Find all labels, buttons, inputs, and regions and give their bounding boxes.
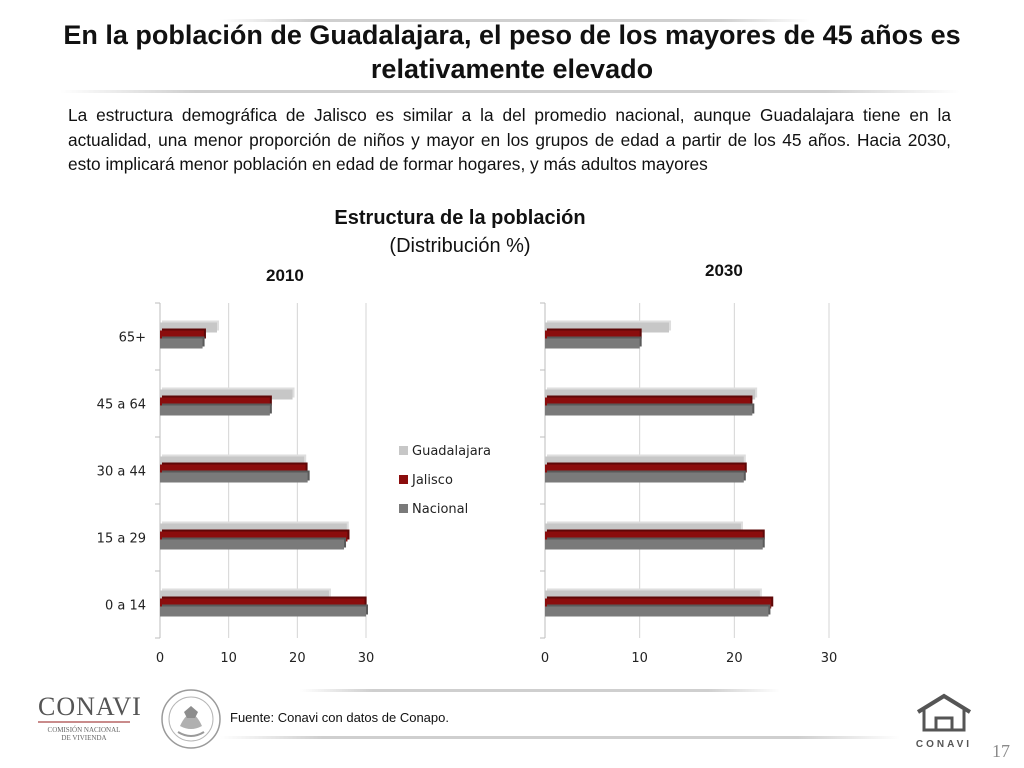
category-label: 30 a 44 bbox=[97, 465, 146, 480]
title-underline bbox=[60, 90, 960, 93]
chart-2030-bar-guadalajara bbox=[545, 590, 760, 601]
chart-2030-bar-nacional bbox=[545, 405, 753, 416]
chart-2030-bar-jalisco bbox=[545, 531, 763, 542]
chart-2030-bar-jalisco bbox=[545, 598, 772, 609]
chart-2030-bar-guadalajara bbox=[545, 523, 741, 534]
house-icon bbox=[916, 693, 972, 732]
chart-2030-bar-jalisco bbox=[545, 464, 745, 475]
chart-2030-bar-jalisco bbox=[545, 330, 640, 341]
chart-2030-x-tick-label: 0 bbox=[541, 651, 549, 666]
conavi-house-logo: CONAVI bbox=[908, 690, 980, 750]
chart-2010-x-tick-label: 30 bbox=[358, 651, 375, 666]
chart-2010-bar-guadalajara bbox=[160, 523, 347, 534]
chart-2010-bar-nacional bbox=[160, 338, 203, 349]
right-logo-text: CONAVI bbox=[915, 739, 973, 750]
chart-2010-bar-guadalajara bbox=[160, 389, 293, 400]
chart-2030-bar-guadalajara bbox=[545, 322, 670, 333]
top-decorative-line bbox=[220, 19, 810, 22]
chart-2010-x-tick-label: 20 bbox=[289, 651, 306, 666]
conavi-logo-subtitle-2: DE VIVIENDA bbox=[61, 734, 107, 742]
chart-subtitle: (Distribución %) bbox=[389, 235, 531, 257]
chart-title: Estructura de la población bbox=[334, 207, 586, 229]
legend-swatch-jalisco bbox=[399, 475, 408, 484]
chart-2030-bar-nacional bbox=[545, 606, 769, 617]
chart-2030-bar-guadalajara bbox=[545, 389, 756, 400]
chart-2010-bar-guadalajara bbox=[160, 322, 217, 333]
chart-2030-bar-nacional bbox=[545, 472, 744, 483]
legend-label-jalisco: Jalisco bbox=[411, 473, 453, 488]
footer-line-upper bbox=[300, 689, 780, 692]
chart-2030-x-tick-label: 30 bbox=[821, 651, 838, 666]
legend-label-guadalajara: Guadalajara bbox=[412, 444, 491, 459]
conavi-logo: CONAVI COMISIÓN NACIONAL DE VIVIENDA bbox=[38, 692, 142, 742]
legend-swatch-nacional bbox=[399, 504, 408, 513]
chart-2010-bar-nacional bbox=[160, 472, 308, 483]
category-label: 45 a 64 bbox=[97, 398, 146, 413]
chart-2010-x-tick-label: 10 bbox=[220, 651, 237, 666]
chart-2010-title: 2010 bbox=[266, 266, 304, 285]
chart-2030-bar-nacional bbox=[545, 338, 640, 349]
chart-2030-bar-guadalajara bbox=[545, 456, 744, 467]
chart-2010-bar-jalisco bbox=[160, 598, 365, 609]
chart-2010-bar-jalisco bbox=[160, 464, 306, 475]
chart-2010-x-tick-label: 0 bbox=[156, 651, 164, 666]
category-label: 0 a 14 bbox=[105, 599, 146, 614]
page-title: En la población de Guadalajara, el peso … bbox=[63, 20, 961, 84]
category-label: 15 a 29 bbox=[97, 532, 146, 547]
chart-2030-x-tick-label: 20 bbox=[726, 651, 743, 666]
chart-2010-bar-nacional bbox=[160, 606, 366, 617]
chart-2010-bar-nacional bbox=[160, 405, 270, 416]
chart-2030-bar-nacional bbox=[545, 539, 763, 550]
category-label: 65+ bbox=[119, 331, 146, 346]
conavi-logo-subtitle-1: COMISIÓN NACIONAL bbox=[47, 726, 121, 734]
chart-2010-bar-guadalajara bbox=[160, 590, 329, 601]
source-note: Fuente: Conavi con datos de Conapo. bbox=[230, 710, 449, 725]
chart-2010-bar-jalisco bbox=[160, 330, 204, 341]
chart-2010-bar-jalisco bbox=[160, 397, 270, 408]
footer-line-lower bbox=[220, 736, 900, 739]
legend-swatch-guadalajara bbox=[399, 446, 408, 455]
chart-2030-bar-jalisco bbox=[545, 397, 751, 408]
chart-2010-bar-jalisco bbox=[160, 531, 348, 542]
chart-2030-x-tick-label: 10 bbox=[631, 651, 648, 666]
body-paragraph: La estructura demográfica de Jalisco es … bbox=[68, 105, 951, 174]
page-number: 17 bbox=[992, 741, 1010, 761]
mexico-seal-icon bbox=[161, 689, 221, 749]
chart-2030-title: 2030 bbox=[705, 261, 743, 280]
chart-2010-bar-nacional bbox=[160, 539, 345, 550]
population-charts: 65+ 45 a 64 30 a 44 15 a 29 0 a 14 0 10 20 30 0 10… bbox=[97, 302, 838, 666]
chart-2010-bar-guadalajara bbox=[160, 456, 305, 467]
conavi-logo-name: CONAVI bbox=[38, 692, 142, 721]
legend-label-nacional: Nacional bbox=[412, 502, 468, 517]
